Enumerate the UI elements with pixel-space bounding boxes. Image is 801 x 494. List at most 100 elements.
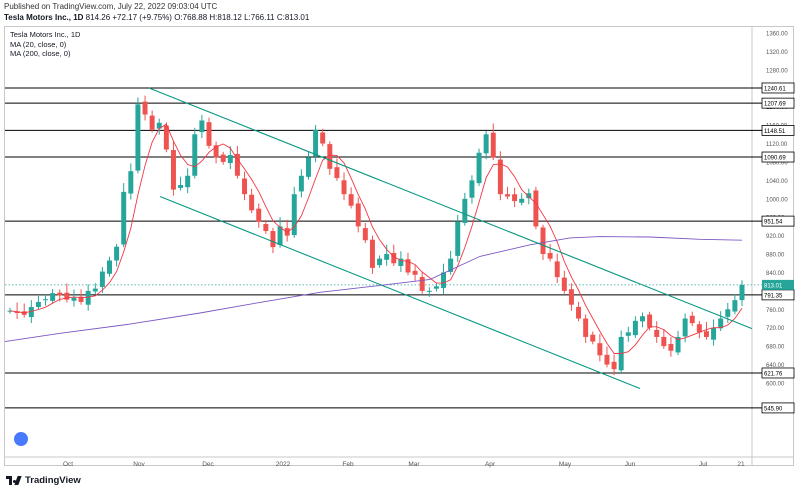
candle-body	[554, 261, 560, 278]
candle-body	[718, 318, 724, 329]
candle-body	[362, 228, 368, 241]
tradingview-logo[interactable]: TradingView	[6, 474, 81, 486]
candle-body	[298, 175, 304, 192]
candle-body	[490, 132, 496, 158]
candle-body	[121, 191, 127, 245]
channel-lower-line	[159, 195, 641, 390]
candle-body	[234, 153, 240, 176]
candle-body	[576, 306, 582, 319]
candle-body	[185, 175, 191, 188]
candle-body	[35, 301, 41, 308]
level-price-tag	[761, 367, 795, 379]
candle-body	[163, 125, 169, 150]
ma200-line	[4, 236, 743, 343]
candle-body	[384, 254, 390, 260]
symbol-name: Tesla Motors Inc., 1D	[4, 13, 84, 22]
candle-body	[583, 318, 589, 337]
candle-body	[632, 320, 638, 336]
candle-body	[57, 292, 63, 296]
x-tick-label: Jul	[699, 461, 708, 468]
low-value: 766.11	[250, 13, 275, 22]
candle-body	[50, 293, 56, 301]
x-tick-label: Dec	[202, 461, 214, 468]
candle-body	[369, 239, 375, 268]
candle-body	[625, 332, 631, 336]
candle-body	[441, 272, 447, 288]
close-label: C:	[276, 13, 285, 22]
candle-body	[640, 316, 645, 322]
symbol-header: Tesla Motors Inc., 1D 814.26 +72.17 (+9.…	[4, 13, 309, 22]
candle-body	[256, 208, 262, 222]
candle-body	[590, 334, 596, 342]
brand-name: TradingView	[25, 474, 81, 486]
legend-ma200: MA (200, close, 0)	[10, 49, 71, 58]
published-line: Published on TradingView.com, July 22, 2…	[4, 2, 218, 11]
level-price-label: 791.35	[764, 293, 783, 299]
candle-body	[327, 144, 333, 169]
x-tick-label: 21	[737, 461, 745, 468]
candle-body	[519, 198, 525, 203]
chat-bubble-icon[interactable]	[14, 432, 28, 446]
candle-body	[512, 194, 518, 202]
candle-body	[739, 284, 745, 301]
x-tick-label: Nov	[133, 461, 145, 468]
last-price-label: 813.01	[764, 283, 783, 289]
y-tick-label: 640.00	[766, 363, 785, 369]
candle-body	[497, 159, 503, 195]
y-tick-label: 1280.00	[766, 68, 788, 74]
y-tick-label: 1000.00	[766, 197, 788, 203]
candle-body	[135, 104, 141, 171]
candle-body	[43, 299, 49, 301]
price-change: +72.17 (+9.75%)	[112, 13, 172, 22]
candle-body	[455, 221, 461, 256]
candle-body	[334, 167, 340, 179]
candle-body	[448, 258, 454, 272]
candle-body	[561, 277, 567, 291]
candle-body	[71, 297, 77, 301]
candle-body	[85, 290, 91, 305]
candle-body	[483, 134, 489, 154]
x-tick-label: Jun	[625, 461, 636, 468]
candle-body	[7, 310, 13, 312]
candle-body	[597, 343, 603, 356]
close-value: 813.01	[284, 13, 310, 22]
candle-body	[156, 122, 162, 129]
chart-frame[interactable]	[4, 26, 794, 466]
candle-body	[78, 296, 84, 302]
y-tick-label: 680.00	[766, 345, 785, 351]
x-tick-label: Apr	[485, 461, 496, 468]
candle-body	[682, 318, 688, 337]
last-price-tag	[762, 279, 794, 290]
high-value: 818.12	[217, 13, 242, 22]
y-tick-label: 1120.00	[766, 142, 788, 148]
x-tick-label: May	[559, 461, 572, 468]
candle-body	[647, 314, 653, 328]
candle-body	[412, 270, 418, 275]
candle-body	[142, 101, 148, 115]
candle-body	[249, 194, 255, 211]
y-tick-label: 1360.00	[766, 32, 788, 38]
level-price-tag	[761, 151, 795, 163]
candle-body	[703, 331, 709, 337]
candle-body	[28, 307, 34, 318]
candle-body	[92, 288, 98, 292]
candle-body	[604, 354, 610, 365]
open-value: 768.88	[182, 13, 208, 22]
candle-body	[526, 193, 532, 199]
x-tick-label: Mar	[408, 461, 420, 468]
level-price-label: 545.90	[764, 406, 783, 412]
candle-body	[107, 260, 112, 274]
x-tick-label: Oct	[63, 461, 73, 468]
ma20-line	[9, 123, 743, 354]
candle-body	[114, 246, 120, 261]
candle-body	[675, 336, 681, 353]
legend-ma20: MA (20, close, 0)	[10, 39, 67, 49]
candle-body	[540, 227, 546, 255]
level-price-label: 1090.69	[764, 156, 786, 162]
candle-body	[355, 203, 361, 227]
candle-body	[213, 145, 219, 158]
level-price-tag	[761, 124, 795, 136]
candle-body	[661, 336, 667, 347]
candle-body	[462, 198, 468, 223]
